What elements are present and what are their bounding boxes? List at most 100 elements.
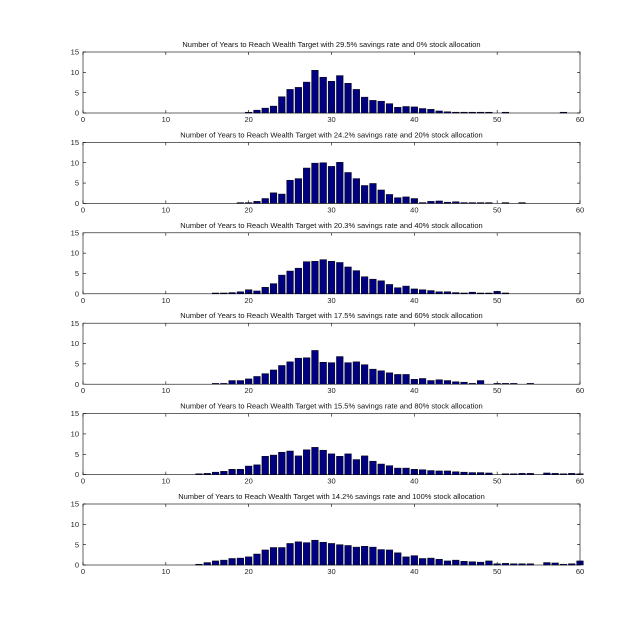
bar-x-45 (452, 111, 460, 114)
x-tick-label: 40 (410, 567, 418, 576)
bar-x-22 (261, 456, 269, 475)
bar-x-25 (286, 361, 294, 385)
bar-x-47 (468, 291, 476, 295)
bar-x-58 (559, 111, 567, 114)
bar-x-25 (286, 450, 294, 475)
y-tick-label: 5 (75, 269, 79, 278)
bar-x-23 (269, 105, 278, 114)
x-tick-label: 40 (410, 296, 418, 305)
bar-x-27 (303, 542, 311, 566)
bar-x-23 (269, 547, 278, 566)
bar-x-47 (468, 561, 476, 566)
bar-x-54 (526, 473, 534, 475)
bar-x-19 (236, 469, 244, 475)
y-tick-label: 15 (71, 138, 79, 147)
x-tick-label: 20 (244, 477, 252, 486)
bar-x-51 (501, 563, 510, 566)
bar-x-48 (477, 202, 485, 204)
bar-x-38 (394, 287, 402, 295)
subplot-title: Number of Years to Reach Wealth Target w… (182, 40, 480, 49)
bar-x-28 (311, 162, 319, 204)
bar-x-18 (228, 469, 236, 475)
y-tick-label: 5 (75, 540, 79, 549)
bar-x-49 (485, 292, 493, 295)
bar-x-17 (220, 471, 228, 475)
bar-x-24 (278, 547, 286, 566)
bar-x-18 (228, 558, 236, 566)
bar-x-24 (278, 193, 286, 204)
bar-x-36 (377, 549, 385, 566)
bar-x-33 (352, 361, 360, 385)
bar-x-32 (344, 545, 352, 566)
bar-x-36 (377, 189, 385, 204)
bar-x-51 (501, 473, 510, 475)
bar-x-18 (228, 292, 236, 295)
x-tick-label: 30 (327, 386, 335, 395)
x-tick-label: 0 (81, 296, 85, 305)
subplot-title: Number of Years to Reach Wealth Target w… (180, 311, 482, 320)
bar-x-27 (303, 81, 311, 114)
x-tick-label: 10 (162, 386, 170, 395)
bar-x-45 (452, 471, 460, 475)
bar-x-29 (319, 162, 327, 204)
bar-x-26 (294, 357, 302, 385)
y-tick-label: 5 (75, 359, 79, 368)
bar-x-34 (361, 185, 369, 204)
bar-x-19 (236, 291, 244, 295)
bar-x-30 (327, 543, 336, 566)
bar-x-30 (327, 166, 336, 204)
bar-x-17 (220, 559, 228, 566)
bar-x-35 (369, 368, 377, 385)
y-tick-label: 5 (75, 179, 79, 188)
bar-x-28 (311, 447, 319, 475)
bar-x-22 (261, 373, 269, 385)
bar-x-34 (361, 276, 369, 295)
x-tick-label: 0 (81, 386, 85, 395)
bar-x-19 (236, 202, 244, 204)
y-tick-label: 10 (71, 158, 79, 167)
bar-x-31 (336, 544, 344, 566)
x-tick-label: 0 (81, 567, 85, 576)
bar-x-38 (394, 107, 402, 114)
bar-x-58 (559, 563, 567, 566)
bar-x-54 (526, 383, 534, 385)
bar-x-52 (510, 473, 518, 475)
bar-x-48 (477, 561, 485, 566)
y-tick-label: 15 (71, 409, 79, 418)
bar-x-26 (294, 455, 302, 475)
bar-x-51 (501, 383, 510, 385)
bar-x-43 (435, 291, 443, 295)
bar-x-37 (385, 372, 394, 385)
bar-x-58 (559, 473, 567, 475)
bar-x-22 (261, 107, 269, 114)
bar-x-29 (319, 76, 327, 114)
bar-x-46 (460, 561, 468, 566)
y-tick-label: 0 (75, 380, 79, 389)
bar-x-48 (477, 292, 485, 295)
bar-x-21 (253, 464, 261, 475)
subplot-6: Number of Years to Reach Wealth Target w… (71, 492, 585, 576)
bar-x-44 (443, 201, 452, 204)
bar-x-48 (477, 380, 485, 385)
x-tick-label: 30 (327, 205, 335, 214)
bar-x-24 (278, 274, 286, 295)
bar-x-32 (344, 172, 352, 204)
bar-x-30 (327, 453, 336, 475)
bar-x-31 (336, 456, 344, 475)
y-tick-label: 5 (75, 450, 79, 459)
bar-x-45 (452, 381, 460, 385)
bar-x-23 (269, 369, 278, 385)
bar-x-53 (518, 563, 526, 566)
bar-x-38 (394, 374, 402, 385)
bar-x-45 (452, 292, 460, 295)
y-tick-label: 10 (71, 520, 79, 529)
y-tick-label: 5 (75, 88, 79, 97)
bar-x-29 (319, 541, 327, 566)
bar-x-30 (327, 261, 336, 295)
bar-x-45 (452, 201, 460, 204)
bar-x-49 (485, 560, 493, 566)
bar-x-44 (443, 380, 452, 385)
bar-x-46 (460, 292, 468, 295)
bar-x-37 (385, 465, 394, 475)
subplot-title: Number of Years to Reach Wealth Target w… (180, 130, 482, 139)
